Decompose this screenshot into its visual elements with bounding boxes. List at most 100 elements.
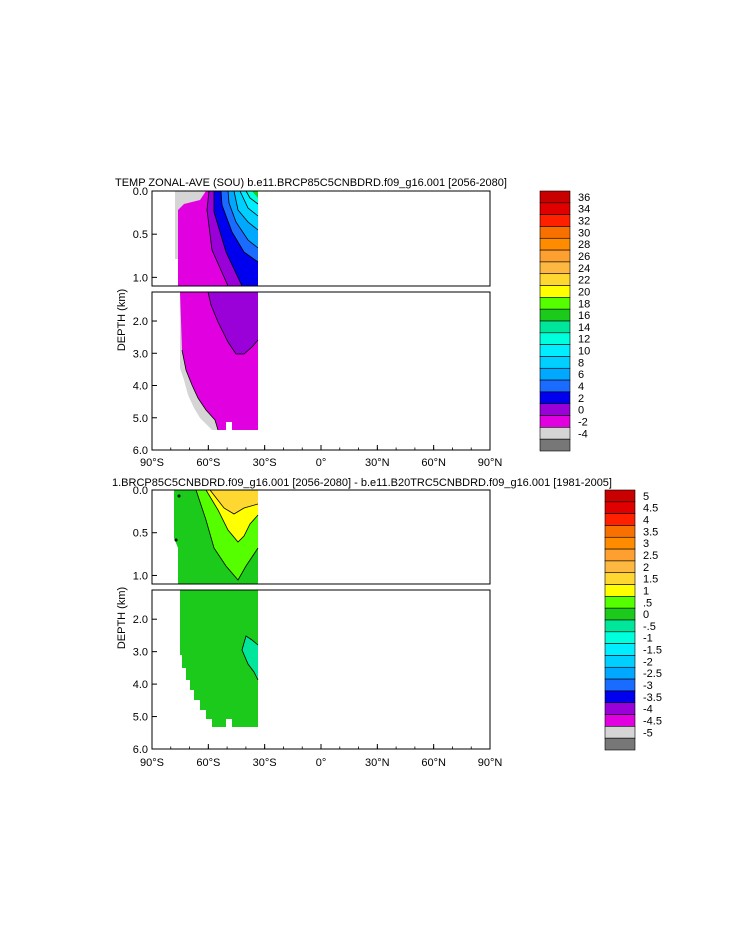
x-tick-label: 90°N [478,757,503,769]
colorbar-label: 4 [643,515,649,527]
y-tick-label: 1.0 [133,272,148,284]
colorbar-swatch [604,678,636,692]
colorbar-label: 24 [578,263,590,275]
colorbar-label: -.5 [643,621,656,633]
panel-2-ylabel: DEPTH (km) [116,587,128,649]
colorbar-label: 1 [643,585,649,597]
panel-2-colorbar: 54.543.532.521.51.50-.5-1-1.5-2-2.5-3-3.… [604,489,662,751]
colorbar-label: 3 [643,538,649,550]
panel-2-title: 1.BRCP85C5CNBDRD.f09_g16.001 [2056-2080]… [112,477,612,489]
colorbar-swatch [539,261,571,275]
panel-2-upper-fill [174,489,259,584]
colorbar-swatch [604,726,636,739]
x-tick-label: 60°S [196,457,220,469]
panel-1-lower-fill [180,291,259,431]
colorbar-label: -4 [578,428,588,440]
colorbar-label: -4 [643,704,653,716]
contour-fill-band [252,191,258,198]
colorbar-swatch [539,226,571,239]
y-tick-label: 5.0 [133,413,148,425]
colorbar-swatch [604,666,636,680]
colorbar-swatch [604,489,636,503]
contour-fill-band [242,636,258,680]
y-tick-label: 5.0 [133,712,148,724]
panel-2-temperature-difference: 1.BRCP85C5CNBDRD.f09_g16.001 [2056-2080]… [112,477,662,769]
x-tick-label: 30°S [253,457,277,469]
colorbar-label: 20 [578,286,590,298]
colorbar-swatch [604,655,636,668]
colorbar-swatch [539,356,571,369]
colorbar-swatch [539,249,571,263]
x-tick-label: 90°S [140,757,164,769]
panel-1-ylabel: DEPTH (km) [116,289,128,351]
contour-marker [174,538,178,542]
colorbar-swatch [604,525,636,538]
colorbar-swatch [604,643,636,656]
y-tick-label: 0.5 [133,528,148,540]
contour-fill-band [208,292,258,354]
colorbar-swatch [539,391,571,405]
colorbar-label: -2 [643,656,653,668]
colorbar-label: -1.5 [643,645,662,657]
colorbar-swatch [539,344,571,357]
colorbar-label: 16 [578,310,590,322]
colorbar-label: 22 [578,275,590,287]
colorbar-label: 14 [578,322,590,334]
x-tick-label: 90°S [140,457,164,469]
colorbar-swatch [539,285,571,298]
y-tick-label: 0.0 [133,186,148,198]
contour-line [233,190,259,231]
x-tick-label: 30°N [365,457,390,469]
colorbar-label: 3.5 [643,526,658,538]
colorbar-label: -3 [643,680,653,692]
colorbar-label: -1 [643,633,653,645]
contour-line [239,190,259,217]
y-tick-label: 2.0 [133,614,148,626]
x-tick-label: 30°S [253,757,277,769]
colorbar-swatch [604,737,636,751]
y-tick-label: 6.0 [133,445,148,457]
colorbar-swatch [539,190,571,204]
panel-2-lower-fill [180,590,259,727]
x-tick-label: 30°N [365,757,390,769]
y-tick-label: 1.0 [133,570,148,582]
contour-line [220,190,259,263]
contour-line [181,349,219,431]
colorbar-label: 0 [643,609,649,621]
colorbar-swatch [539,273,571,286]
y-tick-label: 6.0 [133,744,148,756]
colorbar-label: -4.5 [643,715,662,727]
colorbar-swatch [539,237,571,251]
colorbar-swatch [539,367,571,381]
x-tick-label: 0° [316,757,327,769]
y-tick-label: 3.0 [133,348,148,360]
x-tick-label: 60°N [421,757,446,769]
colorbar-swatch [604,596,636,609]
colorbar-swatch [604,536,636,550]
y-tick-label: 4.0 [133,679,148,691]
contour-line [209,489,259,515]
colorbar-swatch [539,332,571,345]
colorbar-swatch [604,548,636,562]
colorbar-label: 1.5 [643,574,658,586]
colorbar-swatch [604,501,636,514]
colorbar-swatch [604,584,636,597]
colorbar-label: 4 [578,381,584,393]
colorbar-label: 8 [578,357,584,369]
colorbar-label: -2 [578,416,588,428]
panel-1-upper-fill [175,190,259,287]
colorbar-swatch [539,214,571,227]
contour-line [206,190,229,287]
colorbar-swatch [604,631,636,644]
colorbar-label: 18 [578,298,590,310]
colorbar-swatch [604,607,636,621]
colorbar-swatch [539,403,571,416]
colorbar-swatch [604,560,636,574]
colorbar-label: 5 [643,491,649,503]
y-tick-label: 4.0 [133,381,148,393]
panel-1-title: TEMP ZONAL-AVE (SOU) b.e11.BRCP85C5CNBDR… [115,177,507,189]
colorbar-swatch [539,427,571,440]
colorbar-swatch [604,690,636,704]
colorbar-swatch [539,297,571,310]
